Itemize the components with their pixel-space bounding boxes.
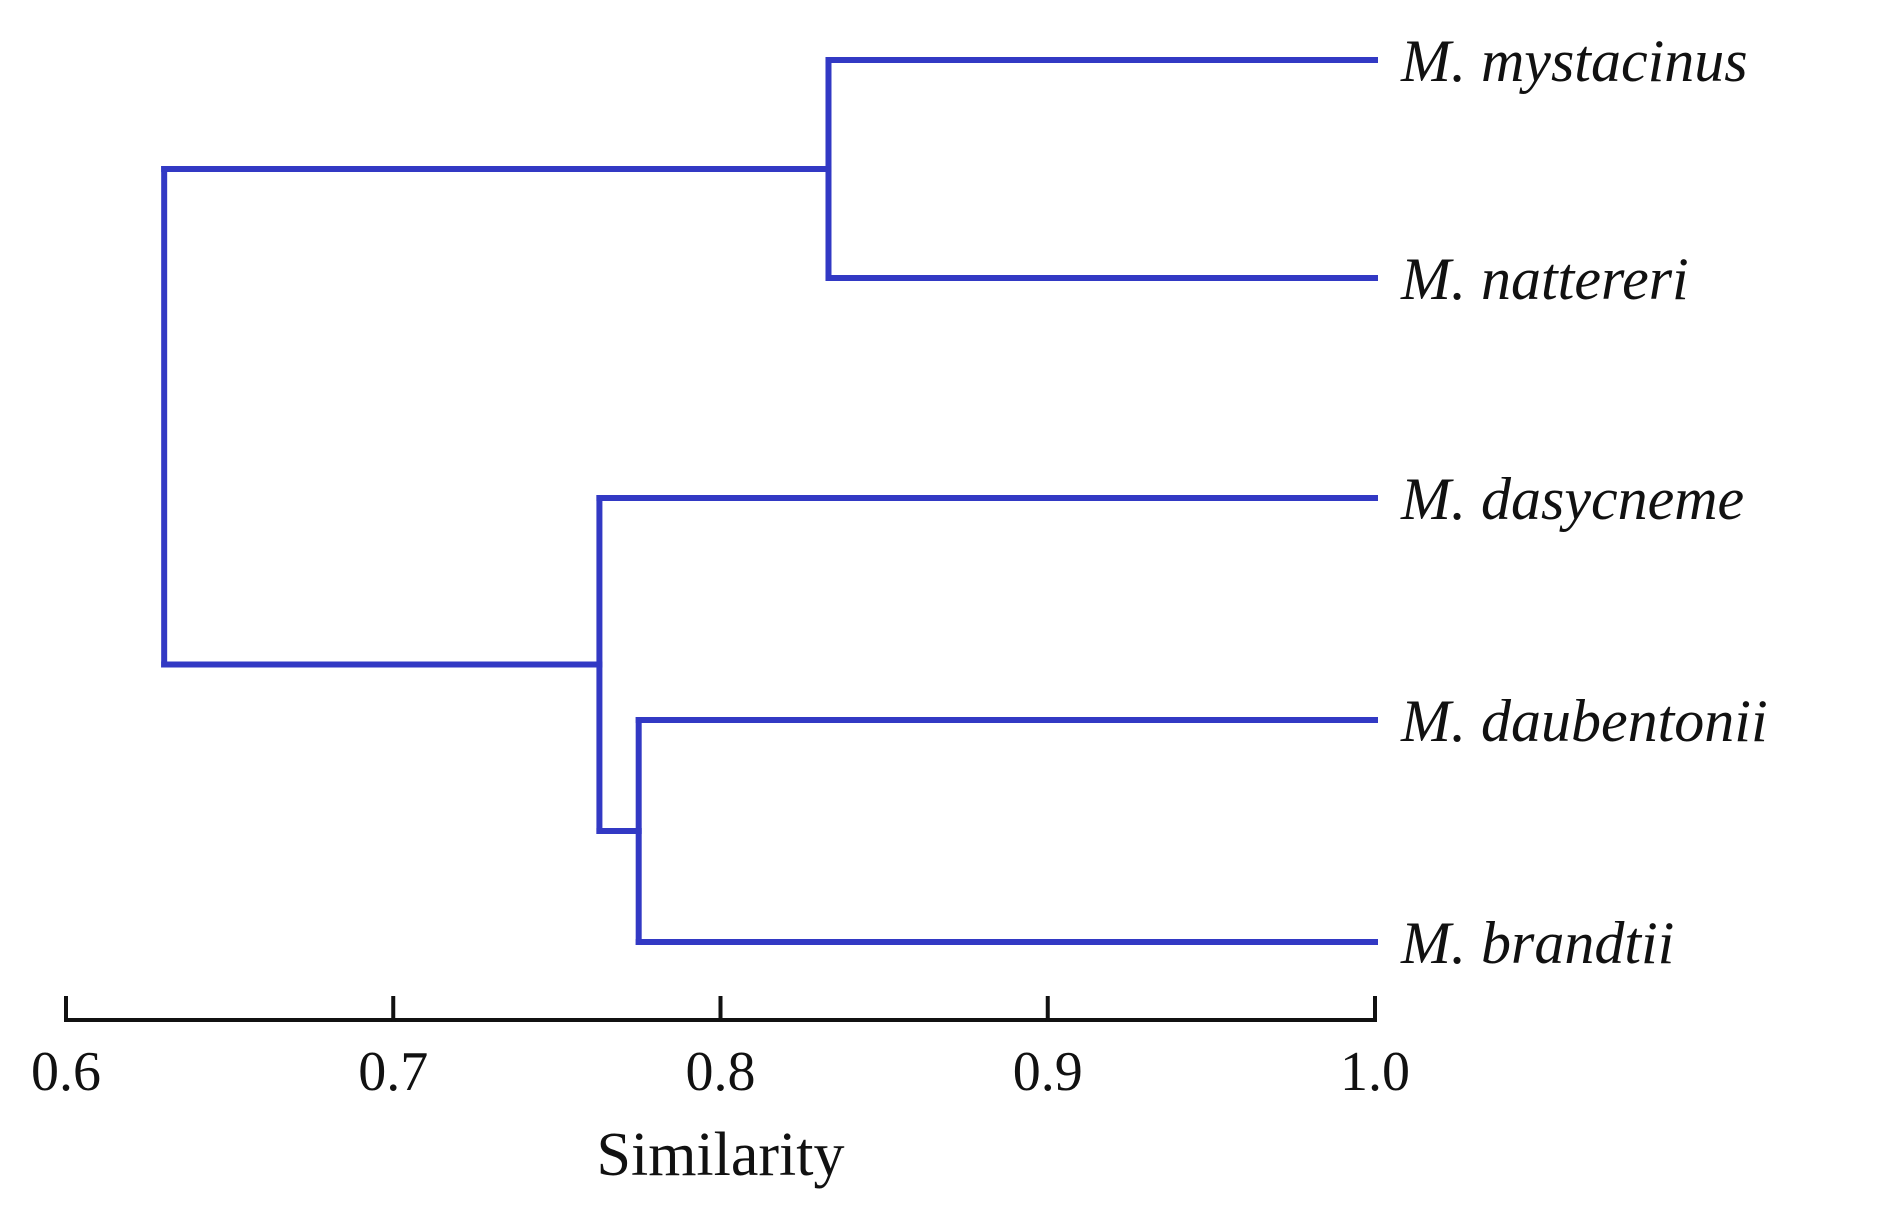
leaf-label: M. dasycneme xyxy=(1400,466,1744,532)
axis-tick-label: 0.6 xyxy=(31,1041,101,1103)
leaf-label: M. nattereri xyxy=(1400,246,1689,312)
axis-tick-label: 1.0 xyxy=(1340,1041,1410,1103)
axis-tick-label: 0.9 xyxy=(1013,1041,1083,1103)
axis-tick-label: 0.7 xyxy=(358,1041,428,1103)
leaf-label: M. daubentonii xyxy=(1400,688,1768,754)
axis-tick-label: 0.8 xyxy=(686,1041,756,1103)
axis-title: Similarity xyxy=(597,1121,845,1189)
leaf-label: M. brandtii xyxy=(1400,910,1674,976)
leaf-label: M. mystacinus xyxy=(1400,28,1748,94)
